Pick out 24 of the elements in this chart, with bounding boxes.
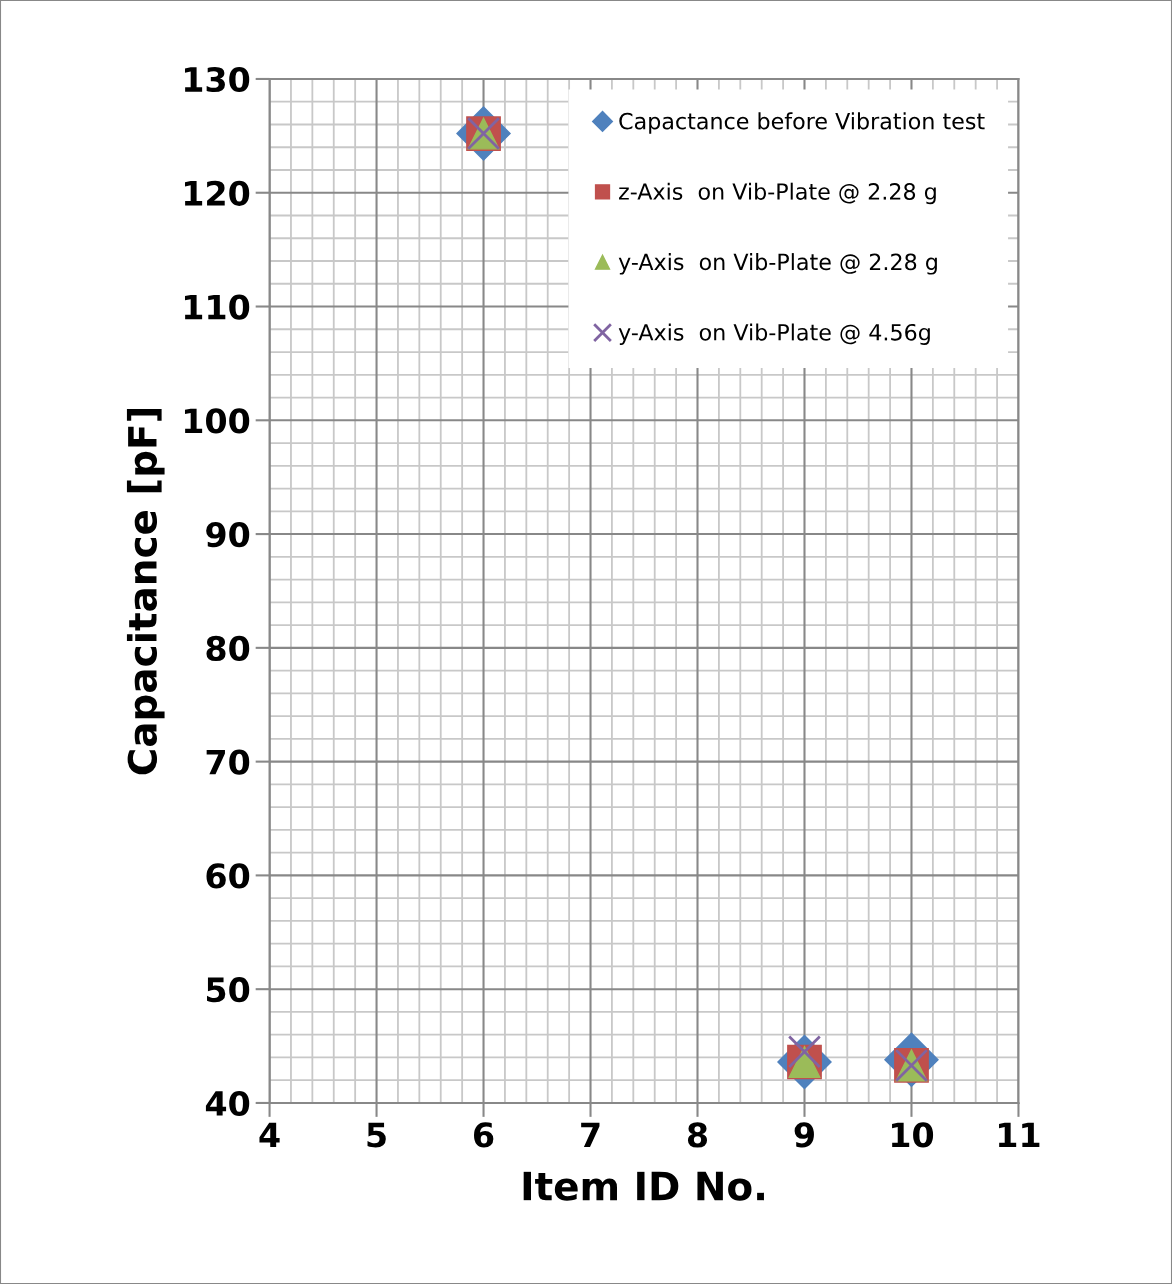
legend-label: y-Axis on Vib-Plate @ 4.56g — [618, 323, 930, 345]
y-tick-label: 130 — [184, 66, 250, 93]
x-tick-label: 10 — [892, 1122, 934, 1148]
x-tick-label: 8 — [687, 1122, 708, 1148]
x-tick-label: 5 — [367, 1122, 386, 1148]
x-tick-label: 9 — [794, 1122, 814, 1148]
y-axis-title: Capacitance [pF] — [126, 408, 165, 775]
y-tick-label: 120 — [184, 180, 250, 206]
y-tick-label: 90 — [206, 522, 250, 548]
legend-label: Capactance before Vibration test — [619, 112, 985, 134]
legend-label: y-Axis on Vib-Plate @ 2.28 g — [618, 253, 937, 275]
y-tick-label: 100 — [184, 408, 250, 434]
x-axis-title: Item ID No. — [523, 1171, 764, 1201]
x-tick-label: 7 — [581, 1122, 600, 1148]
y-tick-label: 60 — [206, 863, 250, 889]
y-tick-label: 40 — [205, 1090, 250, 1117]
x-tick-label: 6 — [474, 1122, 494, 1148]
legend-label: z-Axis on Vib-Plate @ 2.28 g — [619, 182, 936, 205]
x-tick-label: 11 — [999, 1122, 1040, 1148]
y-tick-label: 80 — [206, 635, 250, 661]
y-tick-label: 70 — [206, 749, 250, 775]
x-tick-label: 4 — [259, 1122, 280, 1148]
y-tick-label: 110 — [184, 294, 250, 320]
y-tick-label: 50 — [207, 977, 250, 1003]
